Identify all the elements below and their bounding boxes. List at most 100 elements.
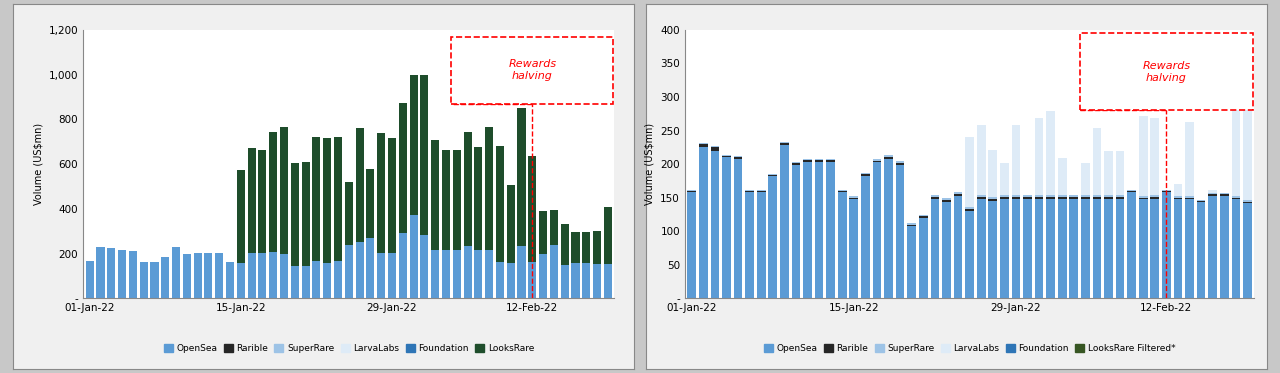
Bar: [280, 254, 288, 298]
Bar: [517, 109, 526, 247]
Bar: [780, 143, 788, 145]
Bar: [1174, 196, 1183, 198]
Bar: [977, 199, 986, 298]
Bar: [1208, 194, 1217, 196]
Bar: [722, 156, 731, 157]
Bar: [269, 252, 278, 298]
Bar: [942, 203, 951, 298]
Bar: [151, 262, 159, 298]
Bar: [1105, 197, 1112, 199]
Bar: [593, 231, 602, 264]
Bar: [1220, 193, 1229, 194]
Bar: [965, 211, 974, 298]
Bar: [710, 147, 719, 151]
Bar: [1070, 197, 1078, 199]
Bar: [205, 253, 212, 298]
Bar: [756, 189, 765, 191]
Bar: [827, 160, 835, 162]
Bar: [1082, 163, 1089, 195]
Bar: [1139, 199, 1148, 298]
Bar: [1162, 191, 1171, 192]
Bar: [710, 146, 719, 147]
Bar: [965, 207, 974, 209]
Legend: OpenSea, Rarible, SuperRare, LarvaLabs, Foundation, LooksRare Filtered*: OpenSea, Rarible, SuperRare, LarvaLabs, …: [760, 341, 1179, 357]
Bar: [323, 263, 332, 298]
Bar: [687, 189, 696, 191]
Bar: [571, 263, 580, 298]
Bar: [803, 160, 812, 162]
Bar: [259, 150, 266, 253]
Bar: [1139, 198, 1148, 199]
Bar: [1093, 128, 1101, 195]
Bar: [756, 191, 765, 192]
Bar: [850, 196, 858, 198]
Bar: [1243, 203, 1252, 298]
Bar: [733, 156, 742, 157]
Bar: [791, 162, 800, 163]
Bar: [827, 162, 835, 298]
Bar: [768, 173, 777, 175]
Bar: [861, 176, 869, 298]
Bar: [699, 144, 708, 147]
Bar: [931, 195, 940, 197]
Bar: [791, 166, 800, 298]
Bar: [1139, 196, 1148, 198]
Bar: [954, 196, 963, 298]
Bar: [1139, 116, 1148, 196]
Bar: [745, 192, 754, 298]
Bar: [463, 247, 471, 298]
Bar: [291, 266, 298, 298]
Bar: [334, 137, 342, 261]
Bar: [108, 248, 115, 298]
Bar: [884, 157, 893, 159]
Bar: [710, 151, 719, 298]
Bar: [1034, 197, 1043, 199]
Bar: [1046, 195, 1055, 197]
Bar: [378, 253, 385, 298]
Bar: [988, 199, 997, 201]
Bar: [687, 192, 696, 298]
Bar: [247, 253, 256, 298]
Bar: [1046, 111, 1055, 195]
Bar: [1174, 199, 1183, 298]
Bar: [850, 198, 858, 199]
Bar: [873, 161, 882, 162]
Bar: [227, 262, 234, 298]
Bar: [942, 198, 951, 200]
Bar: [312, 137, 320, 261]
Bar: [1116, 151, 1124, 195]
Bar: [838, 191, 846, 192]
Bar: [485, 250, 493, 298]
Bar: [399, 103, 407, 233]
Bar: [291, 163, 298, 266]
Text: Rewards
halving: Rewards halving: [1142, 61, 1190, 82]
Bar: [942, 200, 951, 203]
Bar: [954, 194, 963, 196]
Bar: [988, 150, 997, 197]
Bar: [129, 251, 137, 298]
Bar: [312, 261, 320, 298]
Text: Rewards
halving: Rewards halving: [508, 59, 557, 81]
Bar: [1151, 195, 1160, 197]
Bar: [722, 155, 731, 156]
Bar: [269, 132, 278, 252]
Bar: [908, 226, 916, 298]
Bar: [1082, 197, 1089, 199]
Bar: [931, 197, 940, 199]
Bar: [1151, 197, 1160, 199]
Bar: [1105, 151, 1112, 195]
Bar: [183, 254, 191, 298]
Bar: [388, 253, 396, 298]
Bar: [193, 253, 202, 298]
Bar: [485, 126, 493, 250]
Bar: [1243, 202, 1252, 203]
Bar: [919, 215, 928, 216]
Bar: [1093, 195, 1101, 197]
Bar: [1231, 199, 1240, 298]
Bar: [873, 159, 882, 161]
Bar: [733, 157, 742, 159]
Bar: [334, 261, 342, 298]
Bar: [420, 75, 429, 235]
Bar: [1116, 197, 1124, 199]
Bar: [931, 199, 940, 298]
